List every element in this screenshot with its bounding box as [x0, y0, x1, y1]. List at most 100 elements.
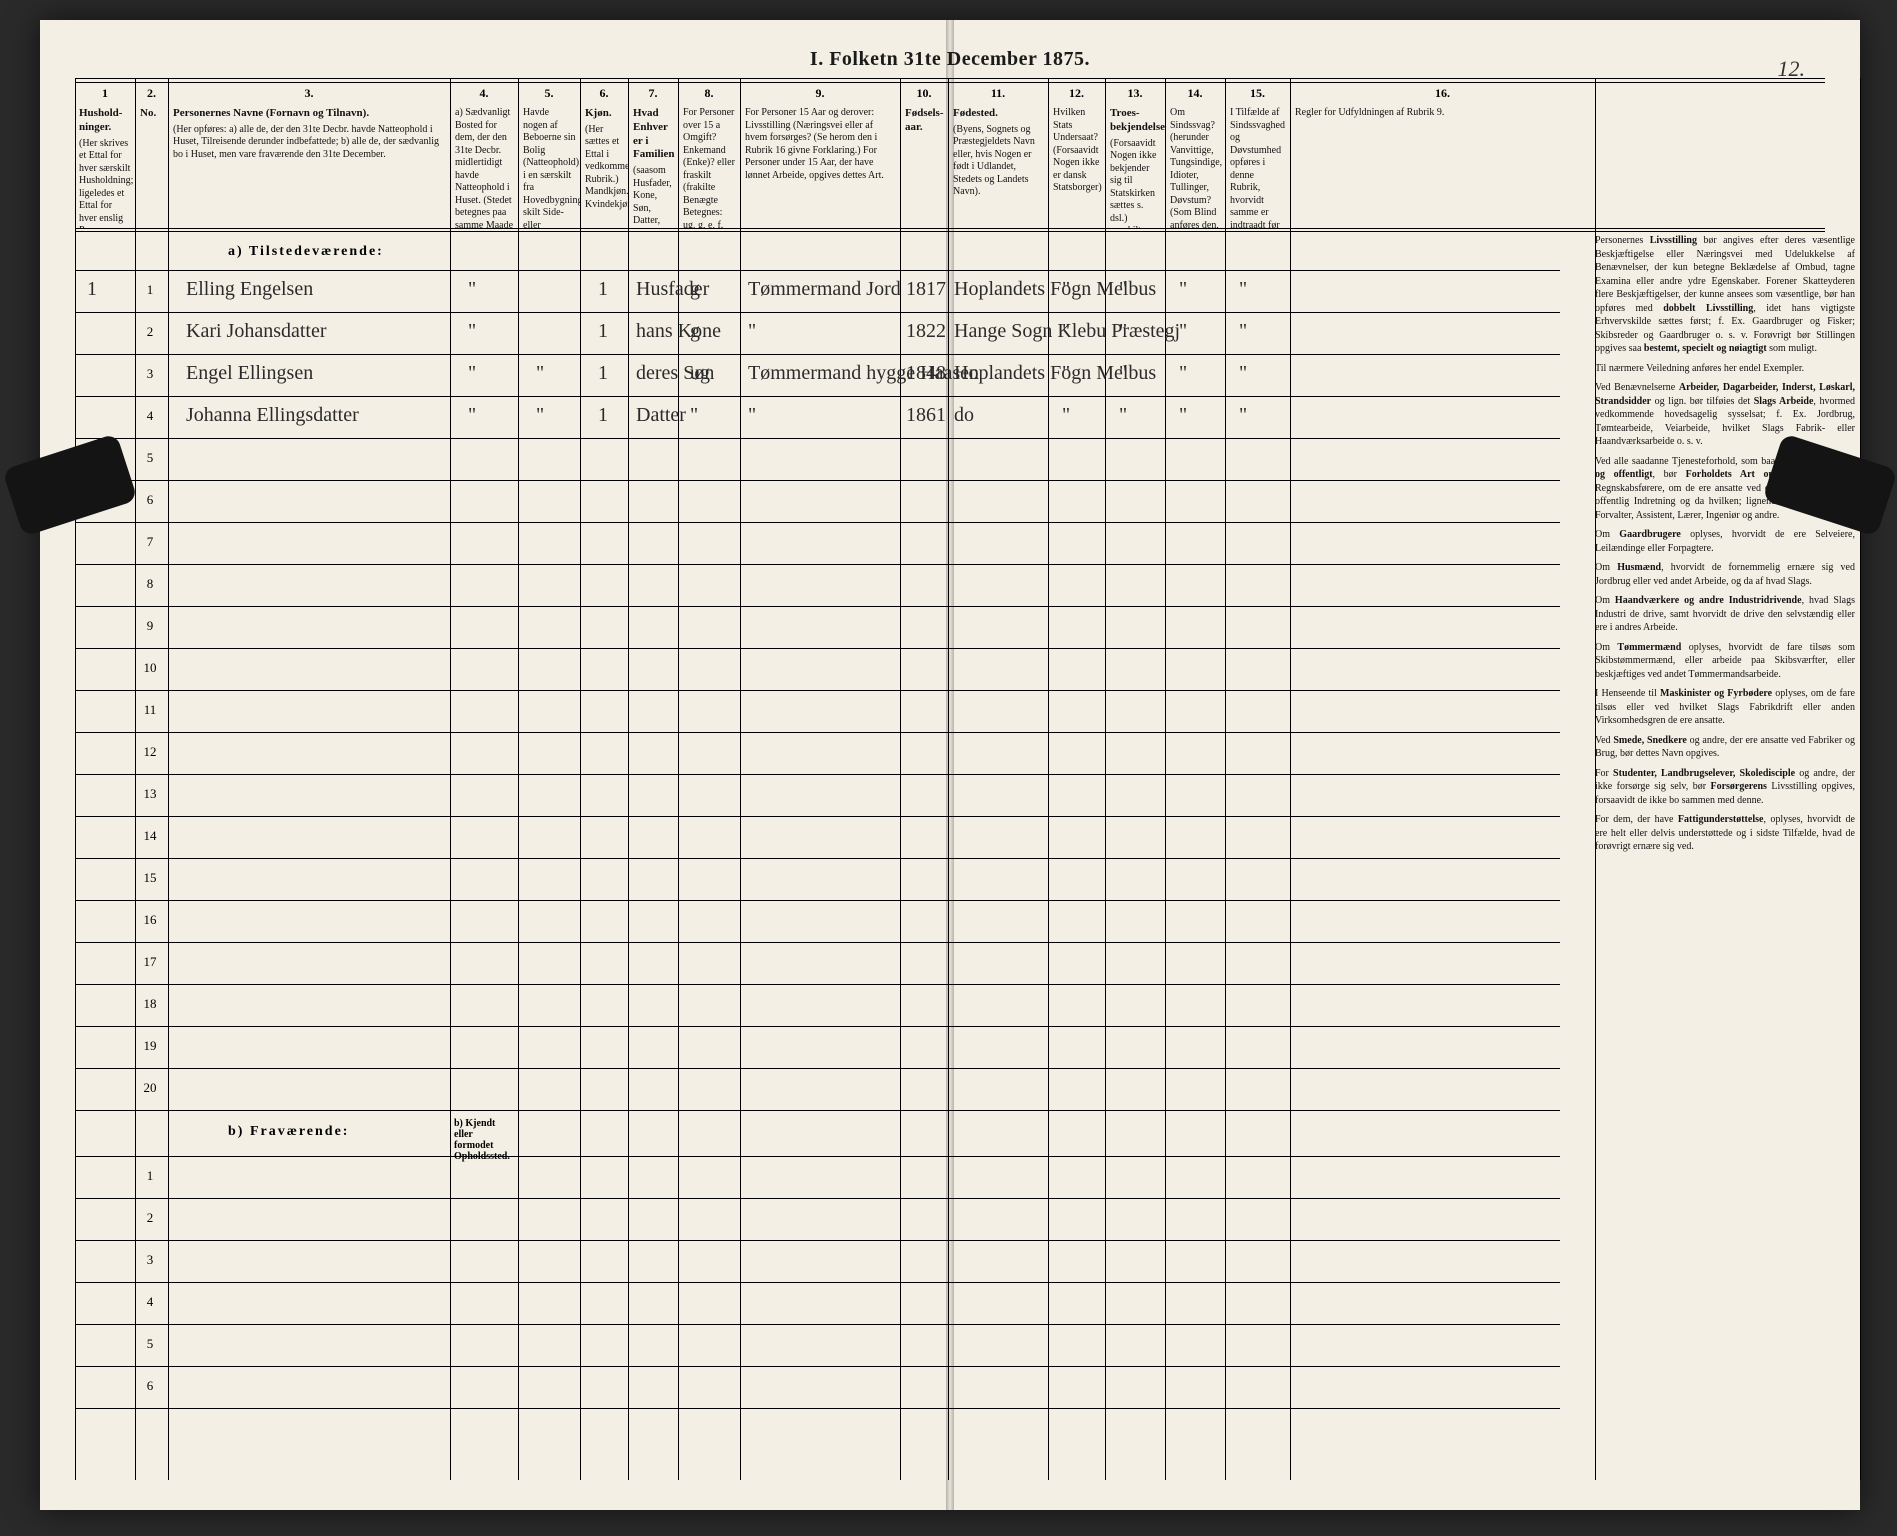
rules-paragraph: For dem, der have Fattigunderstøttelse, …: [1595, 813, 1855, 854]
handwritten-value: 1: [87, 278, 97, 301]
handwritten-value: ": [1239, 404, 1247, 427]
row-number: 18: [135, 996, 165, 1012]
row-number: 5: [135, 450, 165, 466]
column-number: 7.: [628, 86, 678, 101]
row-rule: [75, 480, 1560, 481]
row-rule: [75, 564, 1560, 565]
handwritten-value: ": [1239, 278, 1247, 301]
row-rule: [75, 984, 1560, 985]
column-number: 5.: [518, 86, 580, 101]
header-cell: For Personer over 15 a Omgift? Enkemand …: [678, 104, 740, 228]
row-number: 4: [135, 408, 165, 424]
row-number: 3: [135, 366, 165, 382]
row-rule: [75, 648, 1560, 649]
rules-paragraph: I Henseende til Maskinister og Fyrbødere…: [1595, 687, 1855, 728]
header-body: (saasom Husfader, Kone, Søn, Datter, For…: [633, 165, 678, 228]
row-rule: [75, 1240, 1560, 1241]
row-rule: [75, 354, 1560, 355]
header-body: (Her opføres: a) alle de, der den 31te D…: [173, 124, 439, 160]
rules-paragraph: Personernes Livsstilling bør angives eft…: [1595, 234, 1855, 356]
handwritten-value: ": [1179, 362, 1187, 385]
header-cell: Personernes Navne (Fornavn og Tilnavn). (…: [168, 104, 450, 228]
row-number: 4: [135, 1294, 165, 1310]
handwritten-value: 1: [598, 362, 608, 385]
row-rule: [75, 1026, 1560, 1027]
row-rule: [75, 438, 1560, 439]
header-cell: I Tilfælde af Sindssvaghed og Døvstumhed…: [1225, 104, 1290, 228]
handwritten-value: Elling Engelsen: [186, 278, 313, 301]
handwritten-value: 1817: [906, 278, 946, 301]
header-cell: Troes-bekjendelse.(Forsaavidt Nogen ikke…: [1105, 104, 1165, 228]
header-title: Fødested.: [953, 107, 1044, 121]
column-number: 10.: [900, 86, 948, 101]
header-cell: For Personer 15 Aar og derover: Livsstil…: [740, 104, 900, 228]
column-number: 9.: [740, 86, 900, 101]
header-cell: Fødsels-aar.: [900, 104, 948, 228]
row-number: 11: [135, 702, 165, 718]
header-body: a) Sædvanligt Bosted for dem, der den 31…: [455, 107, 513, 228]
handwritten-value: ": [748, 320, 756, 343]
section-a-label: a) Tilstedeværende:: [228, 244, 384, 260]
column-number: 6.: [580, 86, 628, 101]
row-rule: [75, 1408, 1560, 1409]
header-body: (Her skrives et Ettal for hver særskilt …: [79, 138, 133, 229]
handwritten-value: 1848: [906, 362, 946, 385]
row-rule: [75, 1068, 1560, 1069]
header-title: Hvad Enhver er i Familien: [633, 107, 674, 162]
handwritten-value: ": [468, 278, 476, 301]
row-number: 13: [135, 786, 165, 802]
rules-paragraph: Om Gaardbrugere oplyses, hvorvidt de ere…: [1595, 528, 1855, 555]
header-title: Fødsels-aar.: [905, 107, 944, 135]
row-number: 20: [135, 1080, 165, 1096]
header-cell: Kjøn.(Her sættes et Ettal i vedkommende …: [580, 104, 628, 228]
row-number: 2: [135, 1210, 165, 1226]
row-rule: [75, 1282, 1560, 1283]
rules-paragraph: Om Tømmermænd oplyses, hvorvidt de fare …: [1595, 641, 1855, 682]
header-cell: No.: [135, 104, 168, 228]
header-cell: Om Sindssvag? (herunder Vanvittige, Tung…: [1165, 104, 1225, 228]
row-number: 5: [135, 1336, 165, 1352]
row-rule: [75, 858, 1560, 859]
row-rule: [75, 1156, 1560, 1157]
row-rule: [75, 690, 1560, 691]
row-number: 9: [135, 618, 165, 634]
rules-paragraph: Om Haandværkere og andre Industridrivend…: [1595, 594, 1855, 635]
row-number: 14: [135, 828, 165, 844]
handwritten-value: ": [468, 320, 476, 343]
handwritten-value: hans Kone: [636, 320, 721, 343]
census-page: I. Folketn 31te December 1875. 12. 12.3.…: [40, 20, 1860, 1510]
header-body: Havde nogen af Beboerne sin Bolig (Natte…: [523, 107, 580, 228]
handwritten-value: ": [1119, 320, 1127, 343]
rules-paragraph: Ved Smede, Snedkere og andre, der ere an…: [1595, 734, 1855, 761]
row-rule: [75, 816, 1560, 817]
row-number: 7: [135, 534, 165, 550]
handwritten-value: ": [1179, 278, 1187, 301]
handwritten-value: ": [1179, 404, 1187, 427]
handwritten-value: ": [1062, 404, 1070, 427]
handwritten-value: ": [690, 404, 698, 427]
row-rule: [75, 312, 1560, 313]
handwritten-value: ": [536, 362, 544, 385]
header-body: Hvilken Stats Undersaat? (Forsaavidt Nog…: [1053, 107, 1102, 193]
handwritten-value: ": [1062, 278, 1070, 301]
row-number: 8: [135, 576, 165, 592]
handwritten-value: ": [748, 404, 756, 427]
header-cell: Hushold-ninger. (Her skrives et Ettal for…: [75, 104, 135, 228]
row-number: 6: [135, 492, 165, 508]
handwritten-value: ": [1119, 362, 1127, 385]
row-number: 17: [135, 954, 165, 970]
header-cell: Regler for Udfyldningen af Rubrik 9.: [1290, 104, 1595, 228]
handwritten-value: Tømmermand Jord: [748, 278, 901, 301]
header-title: Hushold-ninger.: [79, 107, 131, 135]
row-rule: [75, 1110, 1560, 1111]
handwritten-value: Johanna Ellingsdatter: [186, 404, 359, 427]
header-body: (Her sættes et Ettal i vedkommende Rubri…: [585, 124, 628, 210]
header-body: Regler for Udfyldningen af Rubrik 9.: [1295, 107, 1444, 118]
rules-paragraph: Om Husmænd, hvorvidt de fornemmelig ernæ…: [1595, 561, 1855, 588]
handwritten-value: 1822: [906, 320, 946, 343]
header-title: Personernes Navne (Fornavn og Tilnavn).: [173, 107, 446, 121]
row-rule: [75, 396, 1560, 397]
header-cell: Fødested.(Byens, Sognets og Præstegjelde…: [948, 104, 1048, 228]
handwritten-value: g: [690, 320, 700, 343]
header-body: Om Sindssvag? (herunder Vanvittige, Tung…: [1170, 107, 1222, 228]
